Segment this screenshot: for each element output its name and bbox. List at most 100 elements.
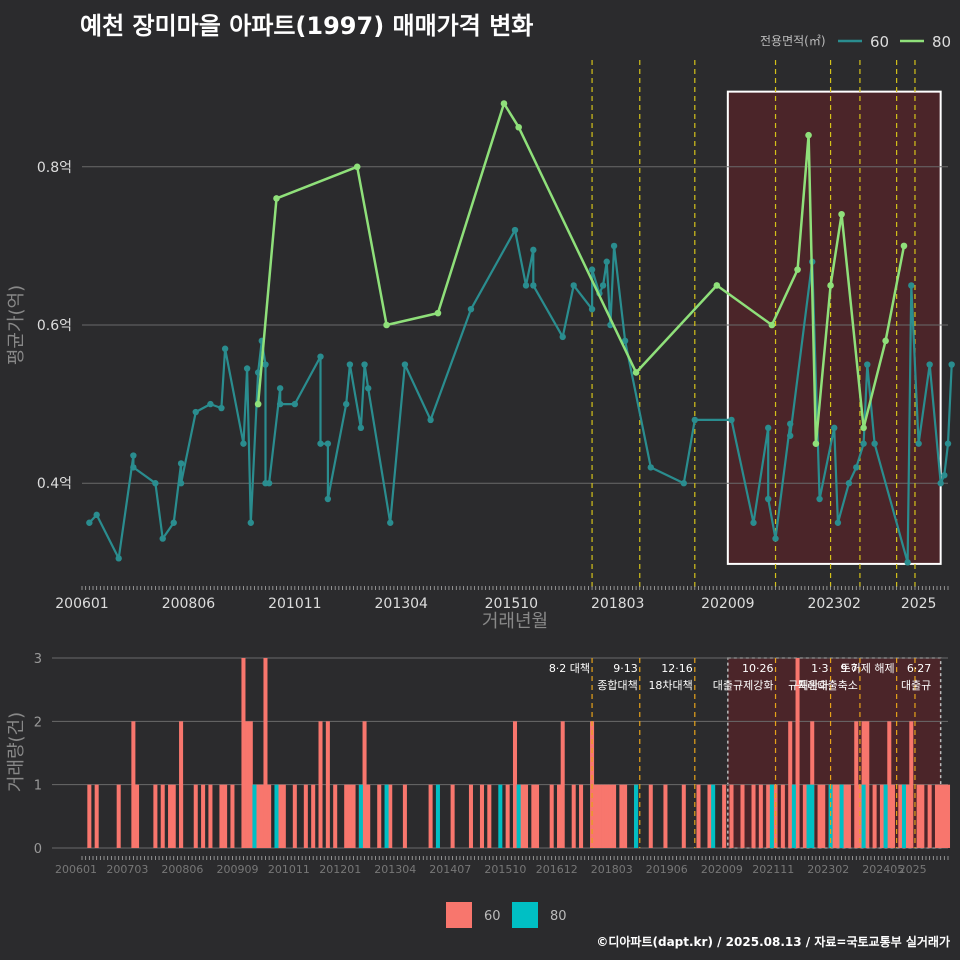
- volume-bar-80: [252, 784, 257, 848]
- volume-x-tick-label: 201803: [591, 863, 633, 876]
- series-80-point: [812, 440, 820, 447]
- series-60-point: [130, 452, 137, 459]
- series-60-point: [559, 333, 566, 341]
- series-60-point: [937, 480, 944, 487]
- series-60-point: [588, 266, 596, 273]
- series-60-point: [247, 519, 254, 526]
- series-80-point: [900, 242, 908, 250]
- volume-bar-60: [549, 784, 554, 848]
- volume-x-tick-label: 202009: [701, 863, 743, 876]
- series-60-point: [159, 535, 166, 542]
- volume-bar-60: [160, 784, 165, 848]
- series-60-point: [603, 258, 610, 265]
- policy-label: 토허제 해제: [841, 661, 895, 675]
- volume-bar-60: [520, 784, 525, 848]
- series-60-point: [787, 420, 794, 428]
- volume-x-tick-label: 200806: [161, 863, 203, 876]
- volume-bar-60: [773, 784, 778, 848]
- volume-bar-60: [230, 784, 235, 848]
- volume-bar-60: [890, 784, 895, 848]
- policy-label: 9·13: [613, 662, 638, 675]
- series-60-point: [831, 424, 838, 432]
- volume-bar-60: [428, 784, 433, 848]
- volume-x-tick-label: 202302: [807, 863, 849, 876]
- series-80-point: [860, 424, 867, 432]
- volume-bar-60: [278, 784, 283, 848]
- series-60-point: [904, 559, 911, 566]
- volume-bar-60: [942, 784, 947, 848]
- series-80-point: [353, 163, 361, 171]
- volume-bar-60: [94, 784, 99, 848]
- volume-bar-60: [909, 721, 914, 848]
- volume-x-tick-label: 201407: [429, 863, 471, 876]
- volume-bar-60: [608, 784, 613, 848]
- volume-bar-80: [883, 784, 888, 848]
- series-60-point: [871, 440, 878, 447]
- volume-bar-60: [648, 784, 653, 848]
- volume-bar-60: [729, 784, 734, 848]
- series-60-point: [324, 495, 332, 503]
- volume-x-tick-label: 2025: [899, 863, 927, 876]
- source-footer: ©디아파트(dapt.kr) / 2025.08.13 / 자료=국토교통부 실…: [596, 935, 950, 949]
- volume-bar-60: [333, 784, 338, 848]
- volume-y-tick-label: 1: [34, 779, 42, 794]
- volume-bar-60: [857, 784, 862, 848]
- volume-bar-60: [256, 784, 261, 848]
- series-60-point: [93, 511, 100, 519]
- series-60-point: [772, 535, 779, 542]
- policy-label: 대출규: [901, 679, 931, 692]
- series-60-point: [522, 282, 530, 289]
- series-60-point: [908, 282, 915, 289]
- volume-x-tick-label: 200703: [106, 863, 148, 876]
- policy-label: 12·16: [661, 662, 693, 675]
- y-tick-label: 0.4억: [37, 476, 72, 492]
- volume-bar-60: [87, 784, 92, 848]
- volume-bar-60: [479, 784, 484, 848]
- volume-x-tick-label: 202111: [752, 863, 794, 876]
- series-80-point: [383, 321, 390, 329]
- series-60-point: [691, 416, 699, 424]
- volume-bar-60: [872, 784, 877, 848]
- series-80-point: [827, 282, 834, 289]
- series-60-point: [291, 400, 299, 408]
- volume-bar-60: [707, 784, 712, 848]
- series-60-point: [834, 519, 842, 526]
- volume-bar-60: [505, 784, 510, 848]
- volume-bar-60: [377, 784, 382, 848]
- series-60-point: [787, 432, 794, 439]
- series-60-point: [276, 400, 284, 408]
- series-60-point: [262, 361, 269, 368]
- volume-bar-60: [267, 784, 272, 848]
- volume-bar-60: [560, 721, 565, 848]
- volume-bar-60: [171, 784, 176, 848]
- volume-bar-60: [303, 784, 308, 848]
- volume-bar-60: [887, 721, 892, 848]
- volume-x-tick-label: 201201: [319, 863, 361, 876]
- series-60-point: [265, 480, 273, 487]
- series-80-point: [434, 309, 442, 317]
- series-80-point: [838, 210, 845, 218]
- series-80-point: [713, 282, 721, 289]
- series-60-point: [750, 519, 757, 526]
- series-60-point: [427, 416, 434, 424]
- x-tick-label: 202009: [701, 596, 754, 612]
- policy-label: 10·26: [742, 662, 774, 675]
- series-60-point: [170, 519, 177, 526]
- volume-bar-60: [344, 784, 349, 848]
- volume-x-tick-label: 201510: [484, 863, 526, 876]
- volume-bar-60: [934, 784, 940, 848]
- volume-bar-60: [208, 784, 213, 848]
- volume-bar-60: [751, 784, 756, 848]
- volume-bar-80: [828, 784, 833, 848]
- volume-y-tick-label: 3: [34, 652, 42, 667]
- series-60-point: [243, 365, 251, 372]
- volume-bar-60: [938, 784, 943, 848]
- volume-bar-60: [245, 721, 250, 848]
- series-60-point: [926, 361, 933, 368]
- volume-bar-80: [384, 784, 389, 848]
- volume-bar-60: [523, 784, 529, 848]
- volume-bar-60: [854, 721, 859, 848]
- x-tick-label: 200806: [162, 596, 216, 612]
- legend-title: 전용면적(㎡): [760, 34, 826, 48]
